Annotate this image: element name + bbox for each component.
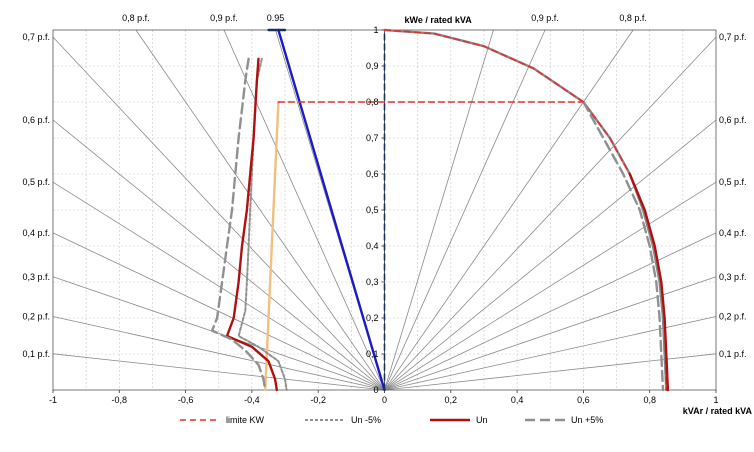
pf-ray <box>52 353 385 391</box>
y-tick-label: 0,1 <box>366 349 379 359</box>
y-tick-label: 0,8 <box>366 97 379 107</box>
y-tick-label: 0,3 <box>366 277 379 287</box>
x-tick-label: -1 <box>49 395 57 405</box>
pf-ray <box>52 36 385 391</box>
pf-label-right: 0,2 p.f. <box>719 312 747 322</box>
pf-label-top: 0,9 p.f. <box>531 13 559 23</box>
x-tick-label: 0,4 <box>511 395 524 405</box>
curve-line <box>628 172 670 392</box>
curve-line <box>582 100 665 392</box>
labels: -1 -0,8 -0,6 -0,4 -0,2 0 0,2 0,4 0,6 0,8 1 0 0,1 0,2 0… <box>22 13 746 405</box>
x-tick-label: -0,4 <box>244 395 260 405</box>
curve-line <box>264 100 280 392</box>
y-tick-label: 0,7 <box>366 133 379 143</box>
y-tick-label: 0,6 <box>366 169 379 179</box>
legend-label: Un +5% <box>571 415 603 425</box>
pf-label-left: 0,7 p.f. <box>22 32 50 42</box>
y-tick-label: 1 <box>373 25 378 35</box>
y-tick-label: 0,9 <box>366 61 379 71</box>
series-line <box>210 57 267 392</box>
x-tick-label: 0,8 <box>643 395 656 405</box>
pf-label-top: 0.95 <box>267 13 285 23</box>
pf-ray <box>384 181 717 391</box>
legend-label: Un -5% <box>351 415 381 425</box>
pf-ray <box>52 276 385 391</box>
pf-label-top: 0,8 p.f. <box>619 13 647 23</box>
x-tick-label: 1 <box>713 395 718 405</box>
pf-label-left: 0,2 p.f. <box>22 312 50 322</box>
pf-label-left: 0,3 p.f. <box>22 272 50 282</box>
pf-ray <box>52 119 385 391</box>
pf-ray <box>52 316 385 391</box>
curve-line <box>277 28 386 392</box>
pf-ray <box>384 119 717 391</box>
pf-label-top: 0,9 p.f. <box>210 13 238 23</box>
x-tick-label: -0,2 <box>310 395 326 405</box>
x-tick-label: -0,8 <box>112 395 128 405</box>
pf-ray <box>384 29 494 391</box>
y-tick-label: 0 <box>373 385 378 395</box>
pf-ray <box>384 29 634 391</box>
series-group <box>210 28 670 392</box>
pf-label-right: 0,4 p.f. <box>719 228 747 238</box>
pf-label-right: 0,3 p.f. <box>719 272 747 282</box>
y-tick-label: 0,5 <box>366 205 379 215</box>
series-line <box>225 57 278 392</box>
pf-ray <box>384 36 717 391</box>
x-tick-label: 0,2 <box>445 395 458 405</box>
x-axis-title: kVAr / rated kVA <box>683 406 753 416</box>
x-tick-label: 0,6 <box>577 395 590 405</box>
pf-ray <box>223 29 385 391</box>
pf-label-right: 0,1 p.f. <box>719 349 747 359</box>
legend: limite KW Un -5% Un Un +5% <box>180 415 603 425</box>
y-axis-title: kWe / rated kVA <box>405 15 473 25</box>
legend-label: limite KW <box>226 415 265 425</box>
pf-ray <box>384 29 546 391</box>
pf-label-left: 0,6 p.f. <box>22 115 50 125</box>
x-tick-label: 0 <box>382 395 387 405</box>
y-tick-label: 0,4 <box>366 241 379 251</box>
pf-label-right: 0,7 p.f. <box>719 32 747 42</box>
x-tick-label: -0,6 <box>178 395 194 405</box>
pf-ray <box>384 232 717 391</box>
pf-label-left: 0,5 p.f. <box>22 177 50 187</box>
pf-label-left: 0,1 p.f. <box>22 349 50 359</box>
y-tick-label: 0,2 <box>366 313 379 323</box>
pf-label-right: 0,6 p.f. <box>719 115 747 125</box>
pf-label-right: 0,5 p.f. <box>719 177 747 187</box>
pf-label-top: 0,8 p.f. <box>122 13 150 23</box>
pf-ray <box>52 181 385 391</box>
pf-label-left: 0,4 p.f. <box>22 228 50 238</box>
legend-label: Un <box>476 415 488 425</box>
pf-ray <box>135 29 385 391</box>
